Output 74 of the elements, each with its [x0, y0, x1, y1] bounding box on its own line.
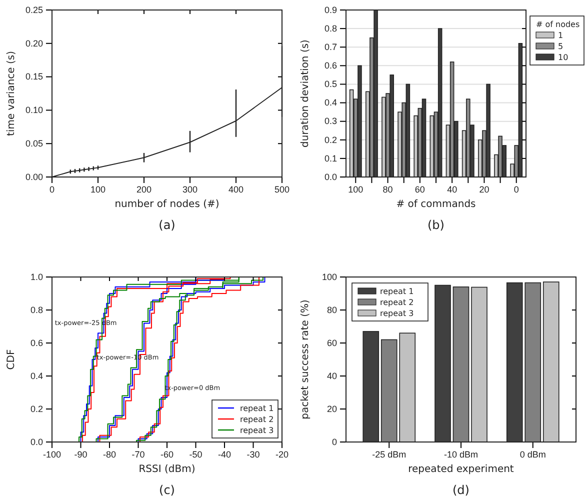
x-tick-label: -50: [189, 449, 202, 460]
x-tick-label: 100: [348, 184, 364, 194]
x-tick-label: 20: [479, 184, 490, 194]
x-tick-label: -20: [275, 449, 289, 460]
legend-label: repeat 2: [380, 298, 414, 307]
x-tick-label: -100: [42, 449, 62, 460]
x-axis-title: # of commands: [396, 199, 476, 210]
y-tick-label: 0.4: [30, 370, 43, 381]
legend-label: repeat 2: [240, 415, 274, 424]
x-tick-label: 80: [382, 184, 393, 194]
x-tick-label: 100: [90, 184, 106, 194]
x-tick-label: 0: [49, 184, 55, 194]
x-axis-title: RSSI (dBm): [138, 464, 196, 475]
y-tick-label: 0: [332, 436, 337, 447]
y-tick-label: 1.0: [30, 272, 43, 282]
text: (c): [159, 483, 175, 497]
text: (d): [452, 483, 470, 497]
y-tick-label: 0.6: [30, 338, 43, 348]
legend-title: # of nodes: [536, 20, 580, 29]
y-tick-label: 0.10: [25, 105, 43, 116]
text: (b): [428, 218, 444, 232]
y-tick-label: 0.8: [324, 23, 337, 34]
y-tick-label: 0.7: [324, 42, 337, 52]
legend-label: 1: [558, 31, 564, 40]
legend-label: repeat 3: [380, 309, 414, 318]
y-axis-title: time variance (s): [6, 50, 17, 136]
y-axis-title: CDF: [6, 349, 17, 370]
y-tick-label: 0.4: [324, 98, 337, 108]
x-tick-label: 60: [414, 184, 425, 194]
y-tick-label: 0.05: [25, 138, 43, 148]
y-tick-label: 0.9: [324, 4, 337, 15]
y-tick-label: 0.1: [324, 153, 337, 164]
x-tick-label: 400: [228, 184, 244, 194]
y-tick-label: 100: [322, 272, 337, 282]
y-axis-title: packet success rate (%): [300, 300, 311, 420]
y-tick-label: 0.8: [30, 304, 43, 315]
y-tick-label: 0.15: [25, 72, 43, 82]
y-tick-label: 0.20: [25, 38, 43, 48]
y-tick-label: 0.5: [324, 79, 337, 90]
y-tick-label: 0.2: [324, 134, 337, 145]
x-tick-label: -25 dBm: [372, 449, 406, 460]
x-tick-label: 200: [136, 184, 152, 194]
x-tick-label: 0: [514, 184, 519, 194]
x-tick-label: 300: [182, 184, 198, 194]
x-tick-label: -60: [160, 449, 174, 460]
x-tick-label: -70: [132, 449, 145, 460]
y-tick-label: 20: [326, 404, 337, 414]
y-tick-label: 0.0: [30, 436, 43, 447]
y-tick-label: 40: [326, 370, 337, 381]
y-tick-label: 0.6: [324, 60, 337, 71]
y-tick-label: 60: [326, 338, 337, 348]
x-tick-label: -40: [218, 449, 232, 460]
y-tick-label: 0.0: [324, 172, 337, 182]
x-tick-label: 0 dBm: [520, 449, 546, 460]
x-tick-label: -80: [102, 449, 116, 460]
x-tick-label: 40: [447, 184, 458, 194]
text: (a): [158, 218, 176, 232]
y-tick-label: 0.00: [25, 172, 43, 182]
y-tick-label: 0.2: [30, 404, 43, 414]
legend-label: repeat 3: [240, 426, 274, 435]
legend-label: 10: [558, 53, 568, 62]
x-tick-label: -10 dBm: [444, 449, 478, 460]
y-tick-label: 80: [326, 304, 337, 315]
x-tick-label: -90: [74, 449, 88, 460]
x-tick-label: 500: [274, 184, 290, 194]
x-axis-title: number of nodes (#): [114, 199, 220, 210]
y-tick-label: 0.3: [324, 116, 337, 126]
x-axis-title: repeated experiment: [408, 464, 514, 475]
y-tick-label: 0.25: [25, 4, 43, 15]
legend-label: 5: [558, 42, 564, 51]
y-axis-title: duration deviation (s): [300, 39, 311, 148]
legend-label: repeat 1: [380, 287, 414, 296]
x-tick-label: -30: [246, 449, 260, 460]
legend-label: repeat 1: [240, 404, 274, 413]
